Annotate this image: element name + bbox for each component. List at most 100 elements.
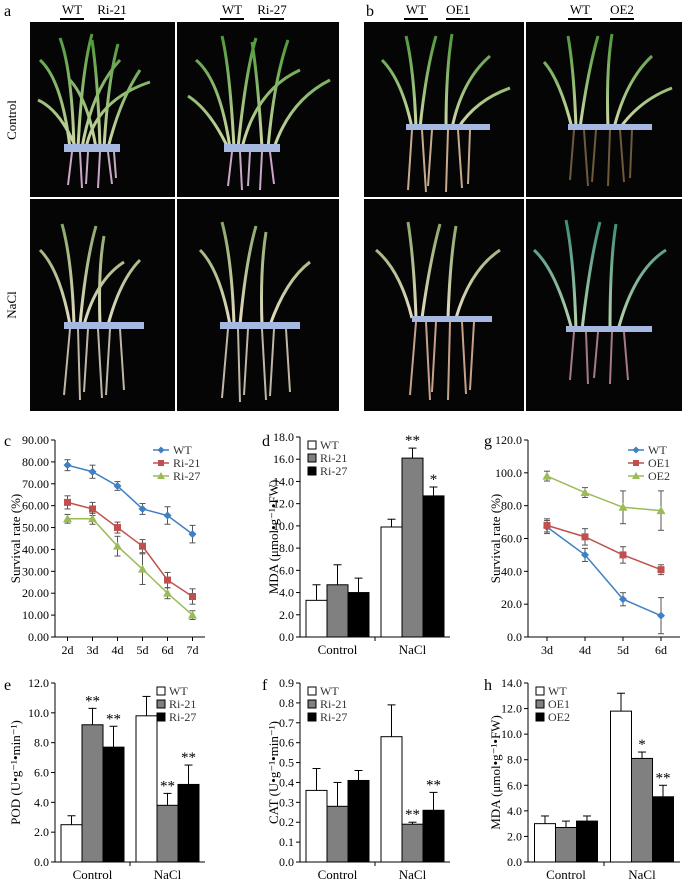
legend-label: Ri-21 [320, 451, 347, 465]
legend-marker [158, 460, 164, 466]
legend-marker [157, 472, 165, 479]
y-tick-label: 10.00 [22, 608, 49, 622]
x-tick-label: 6d [655, 643, 667, 657]
y-tick-label: 18.0 [273, 430, 294, 444]
photo-a-control-ri27 [177, 22, 339, 197]
bar-WT [135, 715, 158, 863]
y-tick-label: 16.0 [273, 452, 294, 466]
bar-Ri-27 [422, 495, 445, 638]
significance-mark: ** [426, 777, 441, 793]
legend-label: WT [320, 438, 339, 452]
photo-a-control-ri21 [30, 22, 175, 197]
col-label-b2-oe2: OE2 [610, 2, 634, 17]
legend-label: OE1 [548, 697, 570, 711]
y-tick-label: 8.0 [34, 736, 49, 750]
y-tick-label: 90.00 [22, 433, 49, 447]
bar-OE1 [555, 826, 577, 863]
chart-panel-d: d 0.0 2.0 4.0 6.0 8.0 10.0 12.0 14.0 16.0 18.0 MDA … [262, 430, 450, 657]
bar-Ri-21 [401, 823, 424, 863]
y-tick-label: 0.5 [279, 756, 294, 770]
y-tick-label: 12.0 [28, 676, 49, 690]
significance-mark: ** [405, 433, 420, 449]
photo-a-nacl-ri27 [177, 199, 339, 411]
chart-panel-c: c 0.00 10.00 20.00 30.00 40.00 50.00 60.00 70.00… [4, 433, 205, 657]
bar-Ri-27 [422, 809, 445, 863]
col-label-a2-ri27: Ri-27 [257, 2, 287, 17]
bar-OE2 [652, 796, 674, 863]
col-label-b2-wt: WT [570, 2, 590, 17]
y-tick-label: 60.0 [501, 532, 522, 546]
data-point-WT [88, 467, 97, 476]
y-tick-label: 12.0 [273, 497, 294, 511]
x-tick-label: 6d [162, 643, 174, 657]
chart-panel-g: g 0.0 20.0 40.0 60.0 80.0 100.0 120.0 Survival r… [484, 433, 680, 657]
y-tick-label: 4.0 [507, 804, 522, 818]
y-axis-title: MDA (μmol•g⁻¹•FW) [266, 480, 281, 595]
series-line-WT [546, 526, 662, 617]
y-tick-label: 70.00 [22, 477, 49, 491]
significance-mark: ** [405, 807, 420, 823]
y-tick-label: 0.1 [279, 835, 294, 849]
bar-Ri-27 [347, 592, 370, 638]
legend-label: Ri-27 [320, 464, 347, 478]
data-point-WT [619, 595, 627, 604]
data-point-Ri-27 [63, 514, 72, 523]
y-tick-label: 0.0 [279, 855, 294, 869]
x-tick-label: 4d [579, 643, 591, 657]
significance-mark: ** [106, 711, 121, 727]
data-point-Ri-27 [163, 588, 172, 597]
x-category-label: Control [318, 867, 358, 882]
y-tick-label: 100.0 [495, 466, 522, 480]
data-point-Ri-21 [114, 524, 121, 532]
data-point-Ri-27 [88, 514, 97, 523]
y-tick-label: 20.00 [22, 586, 49, 600]
legend-swatch [156, 699, 166, 709]
bar-WT [380, 526, 403, 638]
x-tick-label: 3d [541, 643, 553, 657]
series-line-OE1 [546, 524, 662, 571]
panel-letter: f [262, 677, 268, 694]
bar-Ri-21 [401, 457, 424, 638]
y-tick-label: 120.0 [495, 433, 522, 447]
bar-WT [534, 823, 556, 863]
col-label-a2-wt: WT [222, 2, 242, 17]
y-tick-label: 12.0 [501, 702, 522, 716]
legend-label: WT [320, 684, 339, 698]
y-axis-title: POD (U•g⁻¹•min⁻¹) [8, 720, 23, 825]
legend-marker [157, 446, 165, 454]
legend-swatch [307, 686, 317, 696]
bar-Ri-21 [326, 584, 349, 638]
data-point-Ri-27 [113, 541, 122, 550]
photo-b-nacl-oe1 [364, 199, 524, 411]
significance-mark: ** [85, 693, 100, 709]
series-line-WT [67, 464, 193, 535]
y-tick-label: 6.0 [279, 563, 294, 577]
x-tick-label: 7d [187, 643, 199, 657]
x-category-label: Control [546, 867, 586, 882]
y-tick-label: 0.9 [279, 676, 294, 690]
y-tick-label: 0.0 [34, 855, 49, 869]
y-tick-label: 4.0 [279, 586, 294, 600]
x-category-label: NaCl [399, 642, 427, 657]
y-tick-label: 14.0 [273, 474, 294, 488]
data-point-WT [138, 504, 147, 513]
y-tick-label: 0.3 [279, 795, 294, 809]
bar-OE1 [631, 757, 653, 863]
series-line-OE2 [546, 475, 662, 512]
y-tick-label: 2.0 [279, 608, 294, 622]
photo-b-control-oe1 [364, 22, 524, 197]
photo-column-labels: WT Ri-21 WT Ri-27 WT OE1 WT OE2 [62, 2, 634, 17]
y-axis-title: MDA (μmol•g⁻¹•FW) [488, 715, 503, 830]
data-point-OE2 [542, 471, 552, 480]
chart-panels: c 0.00 10.00 20.00 30.00 40.00 50.00 60.00 70.00… [4, 430, 680, 882]
legend-label: OE2 [548, 710, 570, 724]
data-point-OE1 [657, 566, 665, 574]
legend-swatch [307, 466, 317, 476]
legend-marker [633, 460, 639, 466]
significance-mark: ** [656, 770, 671, 786]
legend-swatch [156, 686, 166, 696]
row-label-control: Control [4, 100, 19, 140]
data-point-WT [63, 461, 72, 470]
bar-OE2 [576, 820, 598, 863]
data-point-WT [657, 611, 665, 620]
